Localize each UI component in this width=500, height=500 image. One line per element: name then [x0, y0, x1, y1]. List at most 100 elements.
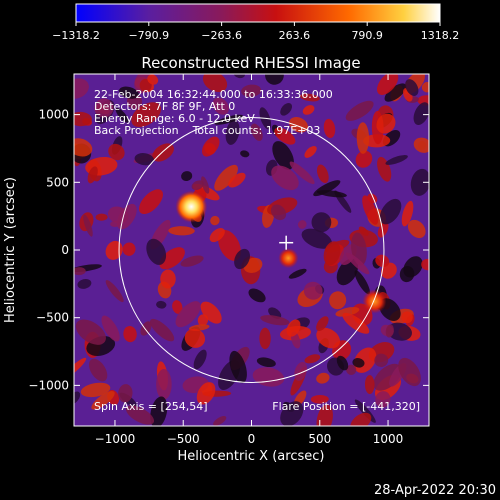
texture-blob: [218, 230, 241, 261]
annotation-detectors: Detectors: 7F 8F 9F, Att 0: [94, 100, 235, 113]
texture-blob: [134, 153, 155, 166]
texture-blob: [421, 258, 429, 271]
texture-blob: [384, 83, 407, 102]
texture-blob: [256, 357, 276, 368]
spin-axis-marker: [279, 235, 294, 250]
texture-blob: [213, 415, 227, 426]
texture-blob: [401, 311, 413, 324]
texture-blob: [272, 141, 294, 170]
texture-blob: [376, 113, 396, 134]
texture-blob: [214, 164, 238, 191]
texture-blob: [413, 102, 429, 125]
texture-blob: [346, 364, 357, 375]
texture-blob: [302, 105, 315, 115]
texture-blob: [95, 213, 108, 221]
texture-blob: [156, 368, 172, 400]
texture-blob: [196, 382, 216, 405]
texture-blob: [280, 401, 304, 426]
x-tick-label: 1000: [373, 432, 404, 446]
colorbar: [75, 3, 441, 23]
x-tick-label: −1000: [95, 432, 136, 446]
texture-blob: [74, 111, 92, 127]
texture-blob: [323, 241, 341, 266]
texture-blob: [119, 86, 139, 99]
annotation-time: 22-Feb-2004 16:32:44.000 to 16:33:36.000: [94, 88, 333, 101]
y-axis: −1000 −500 0 500 1000: [28, 108, 429, 392]
texture-blob: [336, 258, 359, 286]
texture-blob: [413, 137, 429, 153]
texture-blob: [316, 316, 329, 332]
texture-blob: [289, 161, 315, 185]
texture-blob: [87, 166, 98, 184]
texture-blob: [156, 300, 167, 309]
texture-blob: [193, 349, 207, 370]
texture-blob: [356, 122, 370, 154]
texture-blob: [241, 84, 262, 97]
texture-blob: [184, 328, 206, 348]
texture-blob: [83, 214, 93, 237]
texture-blob: [421, 81, 429, 93]
flare-position-text: Flare Position = [-441,320]: [272, 400, 420, 413]
y-tick-label: 500: [46, 175, 69, 189]
colorbar-tick-label: 790.9: [351, 29, 383, 42]
texture-blob: [374, 353, 389, 368]
texture-blob: [385, 155, 408, 165]
colorbar-ticks: −1318.2 −790.9 −263.6 263.6 790.9 1318.2: [52, 22, 459, 42]
texture-blob: [123, 326, 137, 343]
x-tick-label: 500: [308, 432, 331, 446]
texture-blob: [379, 198, 402, 225]
colorbar-tick-label: −263.6: [201, 29, 242, 42]
texture-blob: [91, 391, 115, 410]
texture-blob: [168, 226, 195, 236]
y-tick-label: 1000: [38, 108, 69, 122]
texture-blob: [202, 74, 228, 93]
texture-blob: [94, 98, 114, 118]
bright-source-3: [362, 289, 387, 314]
texture-blob: [175, 301, 201, 328]
texture-blob: [364, 375, 375, 394]
texture-blob: [345, 100, 374, 121]
texture-blob: [358, 226, 369, 236]
texture-blob: [105, 280, 124, 303]
texture-blob: [399, 265, 415, 283]
texture-blob: [101, 315, 120, 342]
texture-blob: [280, 102, 293, 116]
colorbar-tick-label: 263.6: [279, 29, 311, 42]
texture-blob: [316, 372, 330, 384]
texture-blob: [316, 327, 341, 349]
texture-blob: [77, 278, 92, 289]
texture-blob: [270, 204, 287, 221]
texture-blob: [209, 227, 225, 243]
bright-source-2: [278, 248, 299, 269]
annotation-block: 22-Feb-2004 16:32:44.000 to 16:33:36.000…: [94, 88, 333, 137]
texture-blob: [401, 200, 414, 227]
texture-blob: [118, 384, 133, 403]
texture-blob: [300, 93, 320, 102]
texture-blob: [274, 127, 296, 145]
texture-blob: [201, 176, 210, 194]
texture-blob: [181, 171, 193, 182]
texture-blob: [200, 301, 222, 324]
texture-blob: [150, 396, 168, 426]
texture-blob: [146, 238, 167, 265]
annotation-method: Back Projection Total counts: 1.97E+03: [94, 124, 320, 137]
texture-blob: [260, 315, 290, 326]
colorbar-tick-label: −1318.2: [52, 29, 100, 42]
texture-blob: [316, 404, 333, 426]
texture-blob: [180, 255, 204, 267]
texture-blob: [405, 79, 419, 96]
texture-blob: [304, 354, 321, 364]
texture-blob: [108, 143, 125, 161]
solar-disk: [118, 117, 385, 383]
texture-blob: [159, 247, 185, 270]
texture-blob: [191, 180, 204, 191]
texture-blob: [74, 78, 89, 99]
texture-blob: [80, 382, 111, 398]
texture-blob: [212, 97, 229, 115]
heatmap-image: [74, 74, 429, 426]
texture-blob: [248, 288, 266, 303]
colorbar-tick-label: 1318.2: [421, 29, 460, 42]
texture-blob: [228, 172, 246, 188]
x-axis: −1000 −500 0 500 1000: [95, 74, 404, 446]
